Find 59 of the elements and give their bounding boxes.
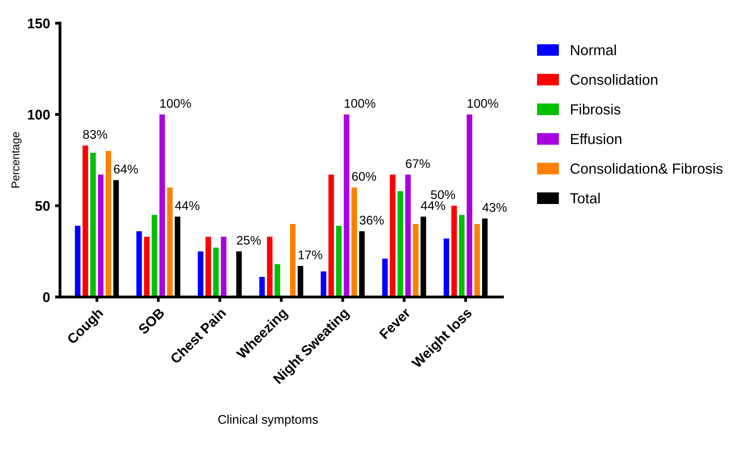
bar — [444, 238, 450, 297]
bar — [398, 191, 404, 297]
bar — [82, 145, 88, 297]
y-axis-title: Percentage — [12, 132, 22, 188]
bar — [90, 152, 96, 297]
data-label: 44% — [175, 201, 200, 210]
legend-label: Normal — [571, 44, 616, 56]
bar — [390, 174, 396, 297]
bar — [474, 224, 480, 297]
bar — [167, 187, 173, 297]
data-label: 50% — [430, 190, 456, 200]
bar — [290, 224, 296, 297]
bar — [106, 150, 112, 297]
data-label: 64% — [114, 164, 138, 174]
bar — [412, 224, 418, 297]
bar — [451, 206, 457, 297]
data-label: 83% — [83, 130, 108, 139]
bar — [220, 236, 226, 297]
bar — [382, 258, 388, 297]
bar — [136, 231, 142, 297]
data-label: 100% — [160, 98, 191, 108]
bar — [351, 187, 357, 297]
bar — [98, 174, 104, 297]
legend-label: Consolidation& Fibrosis — [570, 163, 723, 174]
bar — [259, 276, 265, 297]
data-label: 17% — [298, 250, 322, 260]
data-label: 60% — [352, 172, 376, 181]
data-label: 100% — [344, 98, 376, 108]
bar — [144, 236, 150, 297]
bar — [198, 251, 204, 297]
bar — [328, 174, 334, 297]
y-tick-label: 50 — [35, 201, 50, 211]
x-axis-title: Clinical symptoms — [218, 414, 318, 426]
bar — [274, 264, 280, 297]
bar — [344, 114, 350, 297]
bar — [459, 214, 465, 297]
bar — [405, 174, 411, 297]
legend-label: Total — [570, 192, 600, 204]
bar — [159, 114, 165, 297]
legend-label: Consolidation — [570, 74, 658, 85]
legend-label: Effusion — [571, 133, 622, 144]
bar — [152, 214, 158, 297]
bar — [266, 236, 272, 297]
legend-label: Fibrosis — [571, 104, 620, 115]
bar — [74, 226, 80, 297]
y-tick-label: 150 — [28, 18, 50, 28]
data-label: 36% — [360, 216, 384, 225]
bar — [336, 226, 342, 297]
bar — [206, 236, 212, 297]
y-tick-label: 100 — [28, 110, 50, 120]
data-label: 44% — [420, 201, 446, 210]
bar — [320, 271, 326, 297]
data-label: 67% — [406, 159, 430, 168]
bar — [213, 248, 219, 297]
data-label: 25% — [236, 236, 261, 245]
data-label: 100% — [468, 98, 498, 108]
bar — [466, 114, 472, 297]
data-label: 43% — [482, 202, 507, 212]
y-tick-label: 0 — [43, 292, 50, 302]
